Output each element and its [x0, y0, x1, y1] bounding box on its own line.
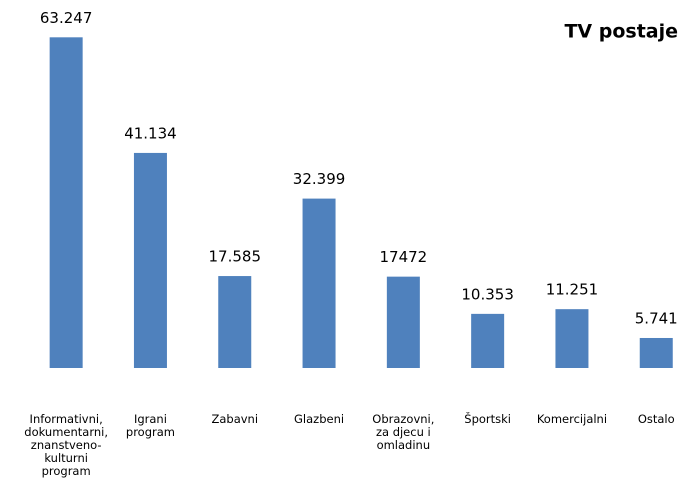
bar — [639, 337, 673, 368]
x-tick-label: Športski — [464, 411, 511, 426]
value-label: 5.741 — [635, 309, 678, 327]
bar — [471, 313, 505, 368]
bar — [49, 37, 83, 369]
value-label: 11.251 — [546, 281, 599, 299]
chart-title: TV postaje — [564, 21, 678, 43]
value-label: 41.134 — [124, 124, 177, 142]
bar — [218, 276, 252, 368]
value-label: 17.585 — [209, 248, 262, 266]
x-tick-label: Igrani program — [126, 412, 175, 439]
x-tick-label: Komercijalni — [537, 412, 607, 426]
bar — [555, 309, 589, 368]
bar — [133, 152, 167, 368]
value-label: 63.247 — [40, 9, 93, 27]
x-tick-label: Obrazovni, za djecu i omladinu — [372, 412, 434, 452]
x-tick-label: Informativni, dokumentarni, znanstveno-kul… — [24, 412, 108, 478]
value-label: 32.399 — [293, 170, 346, 188]
value-label: 10.353 — [461, 285, 514, 303]
bar — [302, 198, 336, 368]
value-label: 17472 — [379, 248, 427, 266]
x-tick-label: Ostalo — [638, 412, 675, 426]
x-tick-label: Glazbeni — [294, 412, 344, 426]
x-tick-label: Zabavni — [211, 412, 258, 426]
bar — [386, 276, 420, 368]
